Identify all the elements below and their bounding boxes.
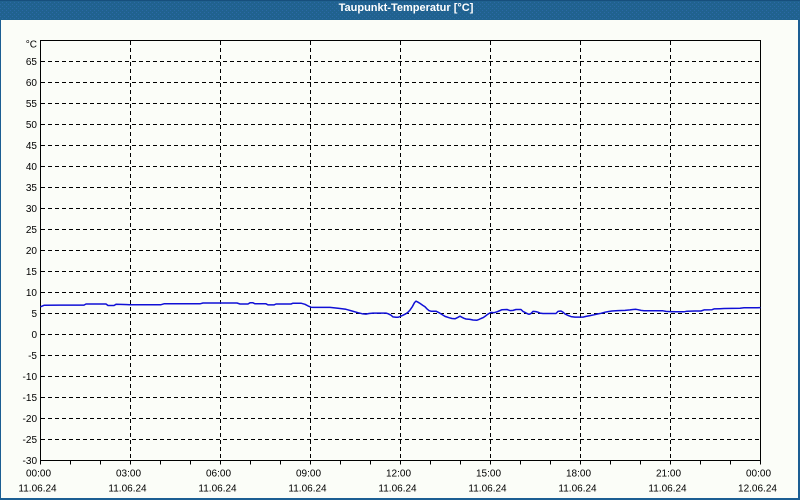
svg-text:35: 35: [26, 183, 38, 194]
svg-text:10: 10: [26, 288, 38, 299]
svg-text:0: 0: [31, 330, 37, 341]
svg-text:11.06.24: 11.06.24: [108, 484, 147, 495]
svg-text:-30: -30: [23, 456, 38, 467]
svg-text:11.06.24: 11.06.24: [378, 484, 417, 495]
svg-text:00:00: 00:00: [26, 469, 51, 480]
svg-text:-10: -10: [23, 372, 38, 383]
svg-text:50: 50: [26, 120, 38, 131]
svg-text:06:00: 06:00: [206, 469, 231, 480]
svg-text:5: 5: [31, 309, 37, 320]
svg-text:30: 30: [26, 204, 38, 215]
svg-text:45: 45: [26, 141, 38, 152]
svg-text:20: 20: [26, 246, 38, 257]
svg-text:00:00: 00:00: [746, 469, 771, 480]
svg-text:09:00: 09:00: [296, 469, 321, 480]
svg-text:-20: -20: [23, 414, 38, 425]
svg-text:03:00: 03:00: [116, 469, 141, 480]
svg-text:65: 65: [26, 57, 38, 68]
svg-text:25: 25: [26, 225, 38, 236]
svg-text:11.06.24: 11.06.24: [648, 484, 687, 495]
svg-text:-15: -15: [23, 393, 38, 404]
svg-text:55: 55: [26, 99, 38, 110]
svg-text:11.06.24: 11.06.24: [288, 484, 327, 495]
svg-text:-25: -25: [23, 435, 38, 446]
svg-text:15:00: 15:00: [476, 469, 501, 480]
svg-text:-5: -5: [28, 351, 37, 362]
svg-text:11.06.24: 11.06.24: [18, 484, 57, 495]
svg-text:11.06.24: 11.06.24: [198, 484, 237, 495]
svg-text:Taupunkt-Temperatur [°C]: Taupunkt-Temperatur [°C]: [339, 2, 474, 14]
svg-text:21:00: 21:00: [656, 469, 681, 480]
svg-text:°C: °C: [26, 40, 37, 51]
svg-text:11.06.24: 11.06.24: [558, 484, 597, 495]
svg-text:40: 40: [26, 162, 38, 173]
svg-text:18:00: 18:00: [566, 469, 591, 480]
svg-text:12.06.24: 12.06.24: [738, 484, 777, 495]
svg-text:15: 15: [26, 267, 38, 278]
svg-text:60: 60: [26, 78, 38, 89]
svg-text:12:00: 12:00: [386, 469, 411, 480]
svg-text:11.06.24: 11.06.24: [468, 484, 507, 495]
